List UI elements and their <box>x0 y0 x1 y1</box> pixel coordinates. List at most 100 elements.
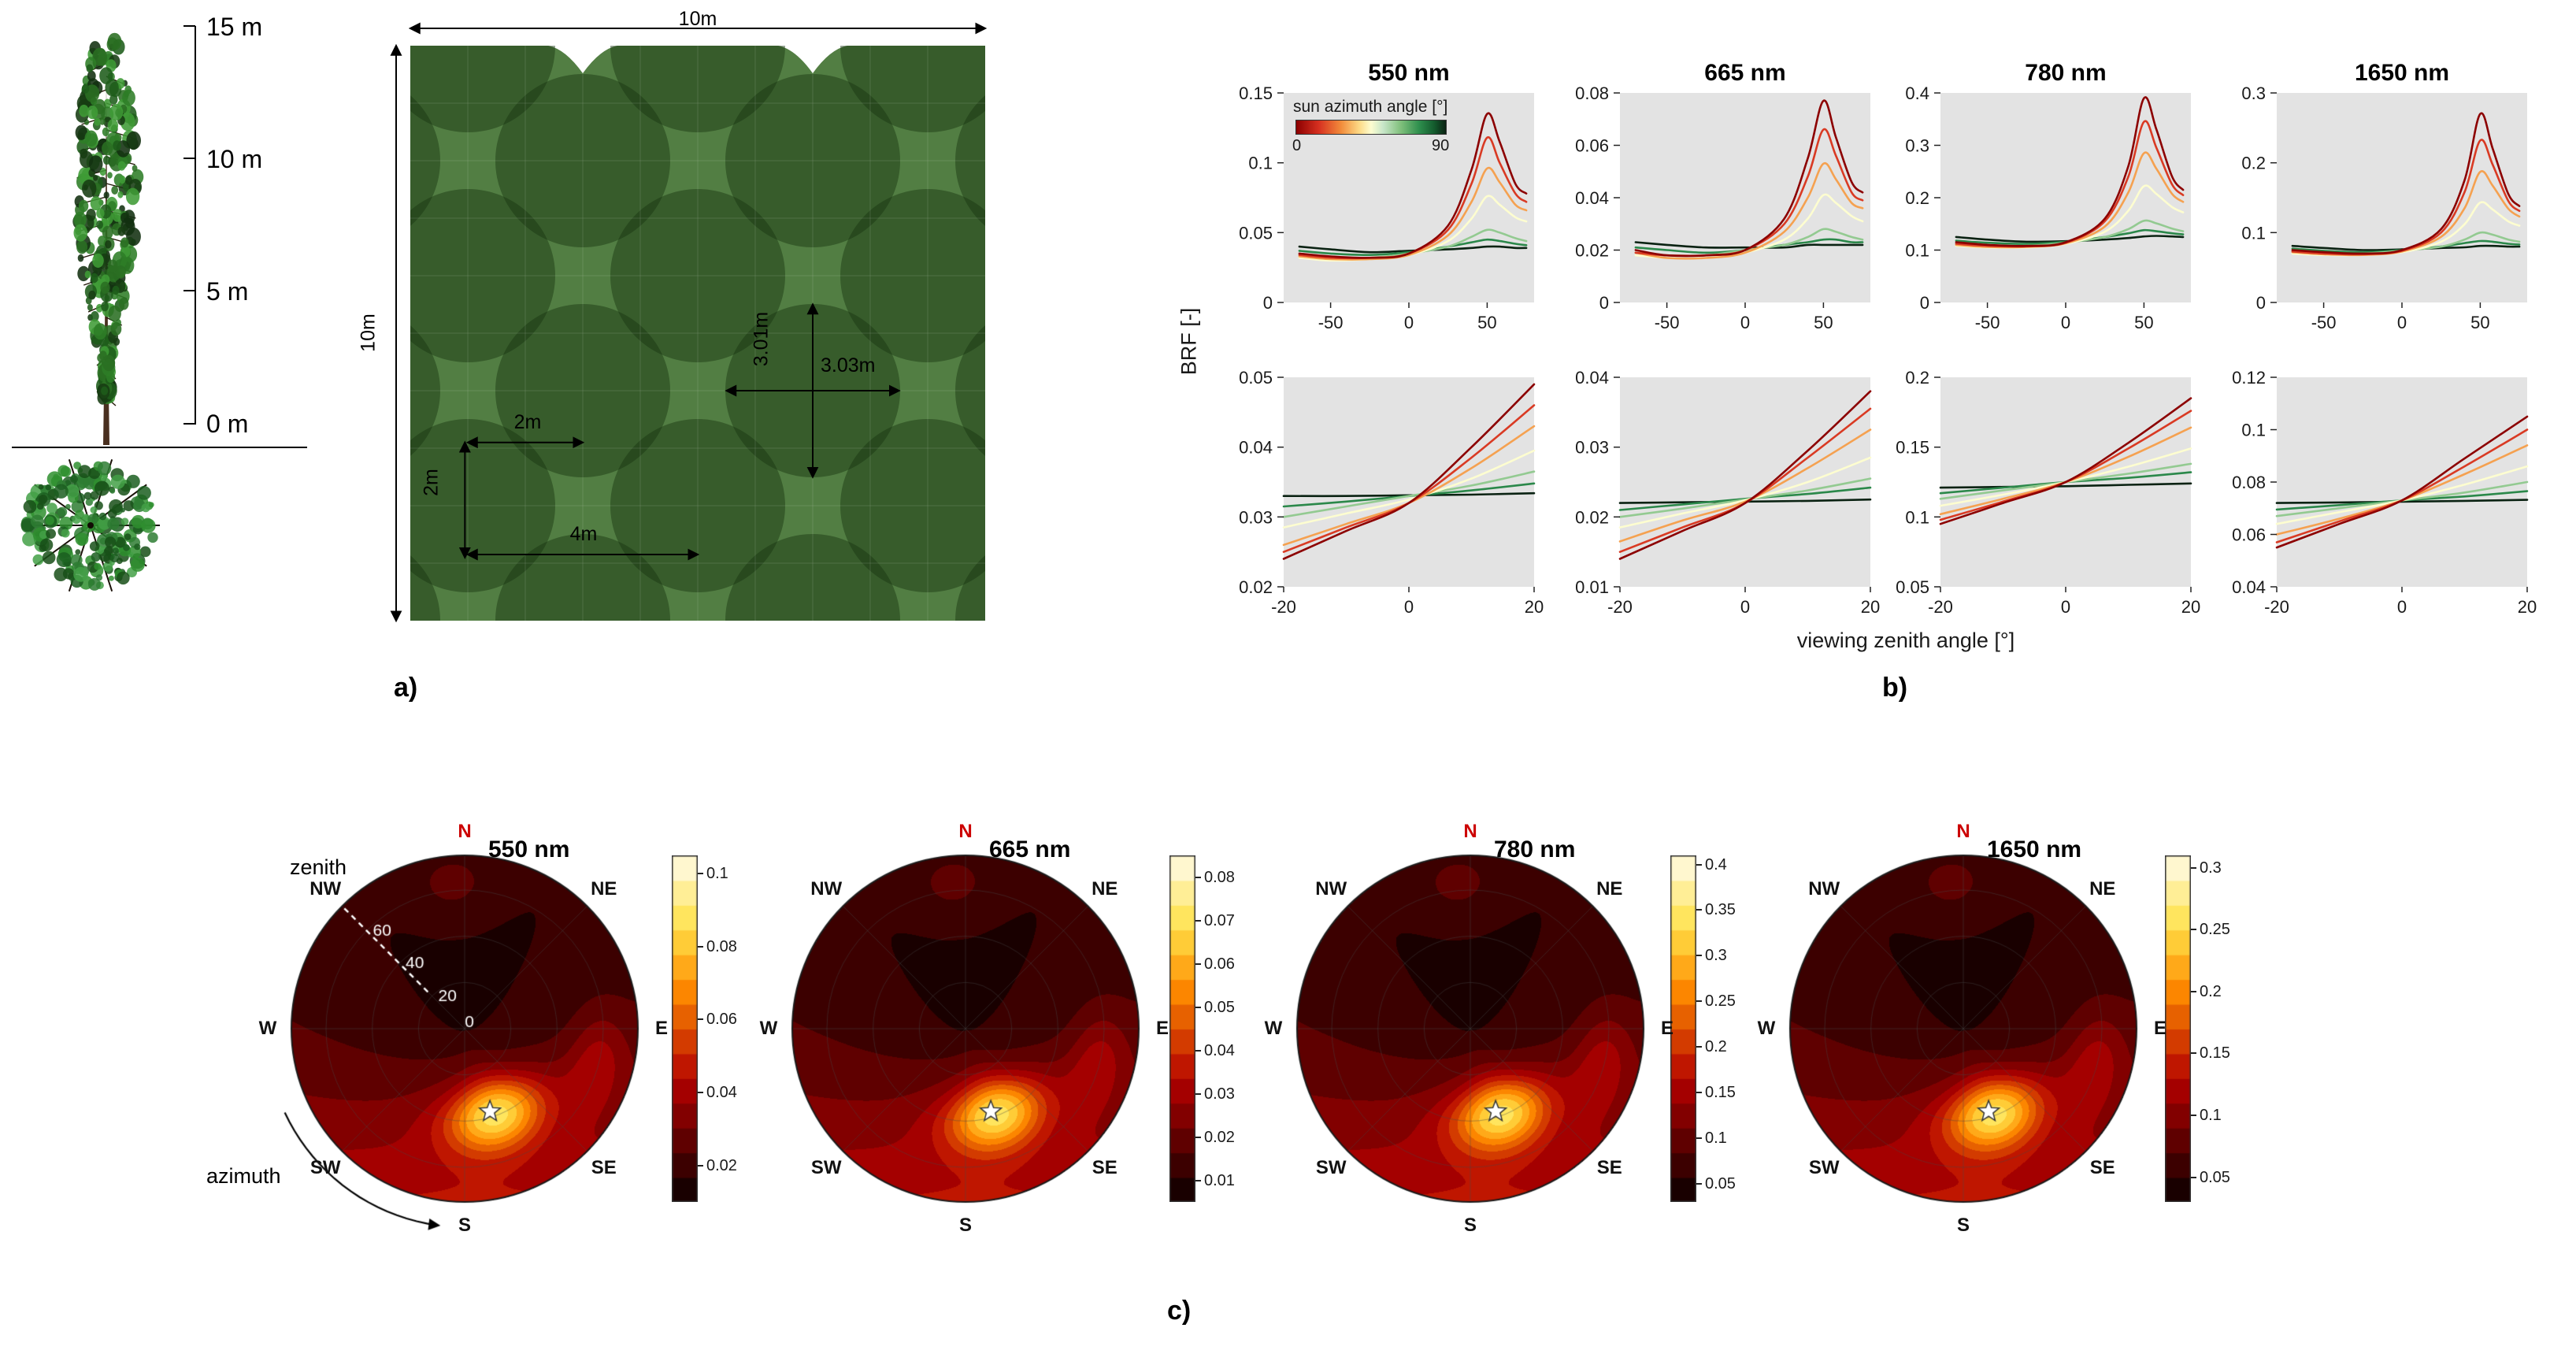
colorbar-tick-label: 0.2 <box>2200 982 2222 1000</box>
colorbar-tick-mark <box>1195 1006 1201 1008</box>
panel-label-a: a) <box>394 673 418 703</box>
height-scale-tick-10 <box>183 158 195 159</box>
brf-chart-665nm-top: -50 0 50 0 0.02 0.04 0.06 0.08 665 nm <box>1553 54 1882 346</box>
svg-text:0.05: 0.05 <box>1239 368 1273 388</box>
polar-brf-plot-1650nm <box>1743 808 2184 1249</box>
svg-text:0: 0 <box>1920 293 1929 313</box>
svg-text:0.03: 0.03 <box>1239 507 1273 527</box>
height-label-5m: 5 m <box>206 277 249 306</box>
compass-label-n: N <box>1956 821 1970 842</box>
colorbar-780nm <box>1670 855 1696 1202</box>
svg-text:0: 0 <box>2061 597 2070 617</box>
svg-text:50: 50 <box>2470 313 2489 332</box>
colorbar-tick-mark <box>1696 1137 1702 1139</box>
dim-label-left-10m: 10m <box>357 313 380 352</box>
polar-title-1650nm: 1650 nm <box>1987 836 2082 862</box>
colorbar-tick-label: 0.15 <box>2200 1044 2230 1063</box>
svg-text:20: 20 <box>2518 597 2537 617</box>
colorbar-tick-mark <box>1696 1092 1702 1094</box>
compass-label-nw: NW <box>309 878 342 900</box>
svg-text:-20: -20 <box>1928 597 1953 617</box>
colorbar-tick-label: 0.1 <box>2200 1107 2222 1124</box>
svg-text:0.08: 0.08 <box>2232 473 2266 492</box>
svg-text:0.03: 0.03 <box>1575 438 1609 458</box>
compass-label-se: SE <box>1596 1156 1622 1178</box>
svg-text:-50: -50 <box>1318 313 1344 332</box>
colorbar-tick-mark <box>1195 1092 1201 1095</box>
colorbar-tick-mark <box>2191 990 2196 992</box>
svg-text:0.2: 0.2 <box>1905 188 1929 208</box>
svg-text:50: 50 <box>2134 313 2153 332</box>
svg-text:20: 20 <box>1861 597 1880 617</box>
colorbar-tick-mark <box>1696 863 1702 866</box>
colorbar-tick-label: 0.25 <box>2200 921 2230 939</box>
height-scale-axis <box>195 26 196 425</box>
compass-label-se: SE <box>1092 1156 1118 1178</box>
svg-text:-50: -50 <box>1655 313 1680 332</box>
panel-label-c: c) <box>1167 1296 1192 1326</box>
side-top-divider-line <box>12 447 307 448</box>
svg-text:0: 0 <box>1263 293 1273 313</box>
colorbar-tick-mark <box>698 1018 703 1021</box>
svg-text:0: 0 <box>2397 597 2407 617</box>
height-label-15m: 15 m <box>206 13 263 41</box>
colorbar-tick-mark <box>2191 1176 2196 1178</box>
svg-text:0.06: 0.06 <box>2232 525 2266 545</box>
polar-brf-plot-550nm <box>244 808 685 1249</box>
colorbar-tick-mark <box>698 1092 703 1094</box>
svg-text:665 nm: 665 nm <box>1704 60 1785 86</box>
colorbar-tick-label: 0.04 <box>706 1084 737 1102</box>
dim-label-crown-height: 3.01m <box>750 311 773 367</box>
compass-label-ne: NE <box>2089 878 2116 900</box>
dim-label-top-10m: 10m <box>678 8 717 30</box>
svg-text:50: 50 <box>1477 313 1496 332</box>
colorbar-tick-label: 0.06 <box>1204 955 1235 973</box>
polar-title-665nm: 665 nm <box>989 836 1071 862</box>
compass-label-s: S <box>458 1215 472 1236</box>
colorbar-tick-mark <box>1195 1136 1201 1138</box>
svg-text:-20: -20 <box>2264 597 2289 617</box>
colorbar-tick-label: 0.1 <box>706 865 728 883</box>
dim-label-4m: 4m <box>569 523 598 545</box>
height-label-10m: 10 m <box>206 145 263 173</box>
colorbar-tick-mark <box>2191 929 2196 931</box>
colorbar-tick-mark <box>1696 909 1702 911</box>
compass-label-e: E <box>1155 1018 1169 1039</box>
compass-label-sw: SW <box>309 1156 341 1178</box>
polar-brf-plot-780nm <box>1250 808 1691 1249</box>
colorbar-tick-label: 0.08 <box>1204 868 1235 886</box>
colorbar-tick-label: 0.05 <box>1204 998 1235 1016</box>
colorbar-tick-mark <box>1195 1179 1201 1181</box>
colorbar-tick-mark <box>1195 963 1201 965</box>
svg-text:-50: -50 <box>2311 313 2337 332</box>
colorbar-tick-mark <box>1195 1049 1201 1052</box>
tree-top-view-illustration <box>20 458 160 592</box>
colorbar-tick-label: 0.2 <box>1705 1038 1727 1056</box>
azimuth-annotation: azimuth <box>206 1164 281 1188</box>
compass-label-w: W <box>1264 1018 1283 1039</box>
height-scale-tick-5 <box>183 290 195 291</box>
svg-text:0.2: 0.2 <box>1905 368 1929 388</box>
height-label-0m: 0 m <box>206 410 249 438</box>
compass-label-sw: SW <box>810 1156 842 1178</box>
colorbar-tick-label: 0.02 <box>1204 1128 1235 1146</box>
compass-label-se: SE <box>591 1156 617 1178</box>
compass-label-w: W <box>1757 1018 1776 1039</box>
colorbar-tick-label: 0.01 <box>1204 1171 1235 1189</box>
compass-label-nw: NW <box>1315 878 1347 900</box>
colorbar-tick-mark <box>1696 955 1702 957</box>
svg-text:0: 0 <box>1740 313 1750 332</box>
svg-text:50: 50 <box>1814 313 1833 332</box>
svg-text:0: 0 <box>1740 597 1750 617</box>
height-scale-tick-0 <box>183 423 195 425</box>
svg-text:20: 20 <box>1525 597 1544 617</box>
panel-label-b: b) <box>1882 673 1908 703</box>
svg-text:0.01: 0.01 <box>1575 577 1609 597</box>
dim-label-2m-horizontal: 2m <box>513 411 542 433</box>
svg-text:0.04: 0.04 <box>1575 188 1609 208</box>
compass-label-nw: NW <box>810 878 843 900</box>
height-scale-tick-15 <box>183 25 195 27</box>
zenith-annotation: zenith <box>290 855 347 879</box>
sun-azimuth-colorbar <box>1295 120 1447 135</box>
